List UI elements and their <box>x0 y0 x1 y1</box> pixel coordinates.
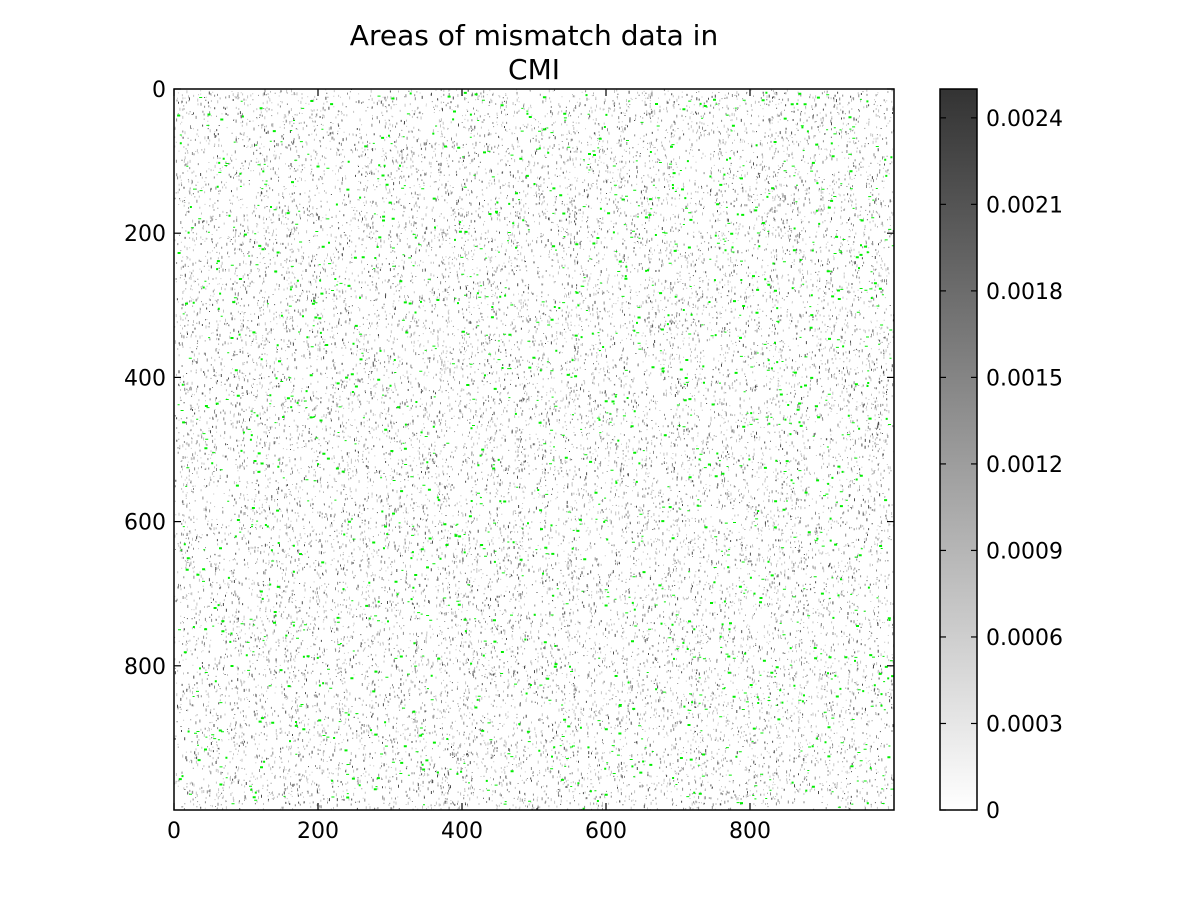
colorbar <box>939 88 978 811</box>
y-tick-label: 200 <box>124 222 166 247</box>
colorbar-tick-label: 0.0003 <box>986 712 1063 737</box>
colorbar-tick-label: 0 <box>986 799 1000 824</box>
y-tick-label: 0 <box>152 78 166 103</box>
heatmap-speckle-mid <box>174 89 894 810</box>
colorbar-tick-label: 0.0024 <box>986 107 1063 132</box>
x-axis-ticks: 0 200 400 600 800 <box>167 89 771 844</box>
colorbar-tick-label: 0.0018 <box>986 280 1063 305</box>
x-tick-label: 600 <box>585 819 627 844</box>
colorbar-ticks: 0 0.0003 0.0006 0.0009 0.0012 0.0015 0.0018 0.0… <box>940 107 1063 824</box>
y-axis-ticks: 0 200 400 600 800 <box>124 78 894 680</box>
colorbar-tick-label: 0.0006 <box>986 626 1063 651</box>
y-tick-label: 600 <box>124 511 166 536</box>
chart-title-line-2: CMI <box>508 53 560 86</box>
y-tick-label: 800 <box>124 655 166 680</box>
colorbar-tick-label: 0.0021 <box>986 193 1063 218</box>
colorbar-tick-label: 0.0012 <box>986 453 1063 478</box>
colorbar-tick-label: 0.0015 <box>986 366 1063 391</box>
x-tick-label: 800 <box>729 819 771 844</box>
x-tick-label: 0 <box>167 819 181 844</box>
chart-title-line-1: Areas of mismatch data in <box>350 19 718 52</box>
heatmap-texture <box>174 89 894 810</box>
plot-area <box>174 89 894 810</box>
colorbar-tick-label: 0.0009 <box>986 539 1063 564</box>
x-tick-label: 400 <box>441 819 483 844</box>
y-tick-label: 400 <box>124 366 166 391</box>
x-tick-label: 200 <box>297 819 339 844</box>
plot-frame <box>173 88 895 811</box>
